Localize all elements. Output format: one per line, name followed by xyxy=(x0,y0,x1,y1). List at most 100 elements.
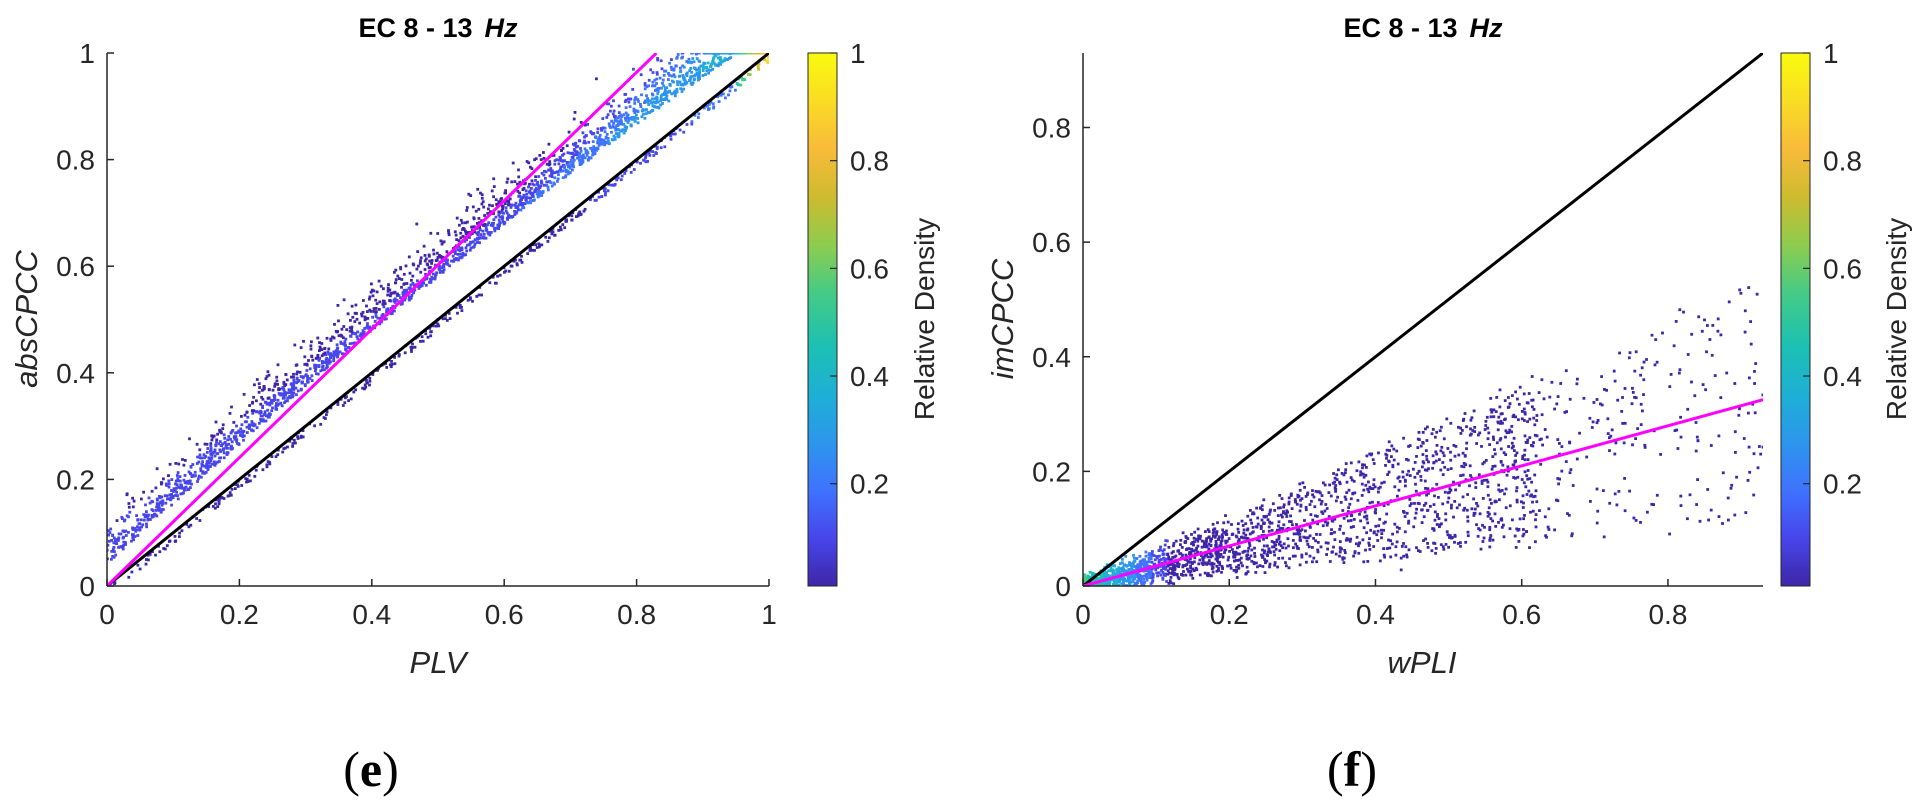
data-point xyxy=(117,532,121,536)
data-point xyxy=(218,430,222,434)
data-point xyxy=(1555,402,1559,406)
data-point xyxy=(366,322,369,325)
data-point xyxy=(1220,533,1224,537)
data-point xyxy=(1721,522,1724,525)
data-point xyxy=(175,483,179,487)
data-point xyxy=(1216,551,1220,555)
data-point xyxy=(731,53,735,55)
data-point xyxy=(1360,494,1364,497)
data-point xyxy=(1382,504,1386,507)
data-point xyxy=(1486,480,1490,484)
data-point xyxy=(699,64,703,68)
data-point xyxy=(419,270,423,274)
data-point xyxy=(529,192,533,196)
data-point xyxy=(1173,568,1177,572)
data-point xyxy=(1228,564,1232,567)
data-point xyxy=(667,90,671,94)
data-point xyxy=(1449,458,1453,462)
data-point xyxy=(1137,578,1141,582)
data-point xyxy=(1083,578,1086,582)
data-point xyxy=(472,245,475,249)
data-point xyxy=(551,171,554,175)
data-point xyxy=(335,346,339,350)
data-point xyxy=(1277,524,1280,528)
data-point xyxy=(306,375,309,378)
data-point xyxy=(247,427,251,430)
data-point xyxy=(1172,571,1176,575)
data-point xyxy=(1115,578,1119,582)
data-point xyxy=(419,340,422,343)
data-point xyxy=(435,258,439,262)
data-point xyxy=(1459,426,1462,430)
data-point xyxy=(659,59,663,63)
data-point xyxy=(1426,546,1430,549)
data-point xyxy=(306,380,310,384)
data-point xyxy=(1236,540,1240,544)
data-point xyxy=(469,194,473,197)
data-point xyxy=(531,194,534,198)
data-point xyxy=(1407,469,1410,473)
data-point xyxy=(390,310,393,314)
data-point xyxy=(1141,562,1145,565)
data-point xyxy=(1456,542,1460,545)
data-point xyxy=(692,60,696,64)
data-point xyxy=(1375,533,1379,537)
data-point xyxy=(663,145,667,149)
data-point xyxy=(1493,464,1497,468)
data-point xyxy=(1362,526,1366,530)
data-point xyxy=(539,184,543,188)
data-point xyxy=(1633,369,1637,373)
data-point xyxy=(1168,579,1172,582)
data-point xyxy=(644,153,648,156)
data-point xyxy=(1211,531,1215,535)
data-point xyxy=(1378,559,1382,563)
data-point xyxy=(1125,579,1129,583)
data-point xyxy=(155,502,159,505)
data-point xyxy=(1634,350,1638,354)
data-point xyxy=(110,539,113,542)
colorbar-tick-label: 0.8 xyxy=(1823,146,1862,177)
data-point xyxy=(1528,546,1531,549)
data-point xyxy=(188,479,192,483)
data-point xyxy=(370,288,374,292)
data-point xyxy=(416,279,419,283)
data-point xyxy=(1351,492,1355,496)
data-point xyxy=(1386,502,1390,506)
data-point xyxy=(728,89,732,93)
data-point xyxy=(669,137,673,141)
data-point xyxy=(519,197,523,201)
data-point xyxy=(1548,395,1552,399)
data-point xyxy=(1364,483,1368,487)
data-point xyxy=(221,442,224,446)
data-point xyxy=(1237,531,1241,534)
data-point xyxy=(1306,491,1310,495)
data-point xyxy=(1306,493,1309,496)
data-point xyxy=(562,152,566,156)
data-point xyxy=(250,429,253,432)
data-point xyxy=(1332,472,1335,475)
data-point xyxy=(368,376,372,380)
data-point xyxy=(210,462,214,466)
data-point xyxy=(1353,491,1357,495)
data-point xyxy=(689,81,693,85)
data-point xyxy=(1364,473,1368,477)
data-point xyxy=(710,62,714,65)
data-point xyxy=(213,506,217,510)
data-point xyxy=(506,216,510,219)
data-point xyxy=(492,185,496,188)
data-point xyxy=(1135,557,1139,560)
data-point xyxy=(271,388,275,392)
data-point xyxy=(1308,503,1312,506)
data-point xyxy=(1391,463,1395,467)
data-point xyxy=(276,398,280,402)
data-point xyxy=(409,345,413,349)
data-point xyxy=(1218,544,1222,548)
data-point xyxy=(533,249,536,252)
data-point xyxy=(1280,497,1284,500)
data-point xyxy=(1404,545,1408,549)
data-point xyxy=(1371,500,1374,504)
data-point xyxy=(368,325,372,329)
data-point xyxy=(1643,446,1647,449)
data-point xyxy=(402,288,406,292)
data-point xyxy=(1357,551,1361,555)
